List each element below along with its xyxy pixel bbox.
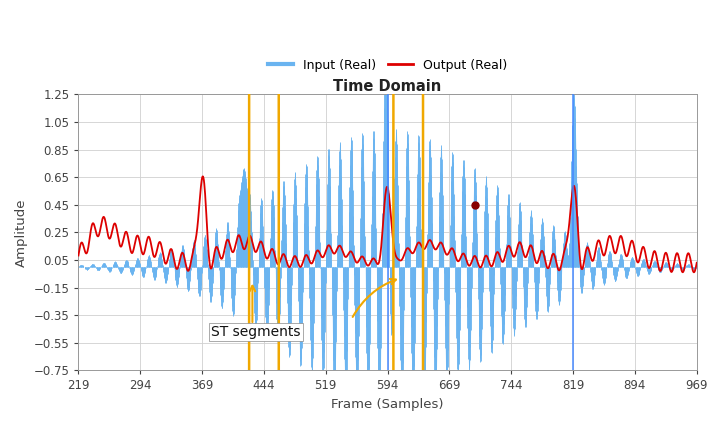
Y-axis label: Amplitude: Amplitude (15, 198, 28, 267)
Text: ST segments: ST segments (211, 325, 301, 339)
X-axis label: Frame (Samples): Frame (Samples) (331, 398, 444, 411)
Title: Time Domain: Time Domain (333, 79, 442, 94)
Legend: Input (Real), Output (Real): Input (Real), Output (Real) (262, 54, 513, 77)
